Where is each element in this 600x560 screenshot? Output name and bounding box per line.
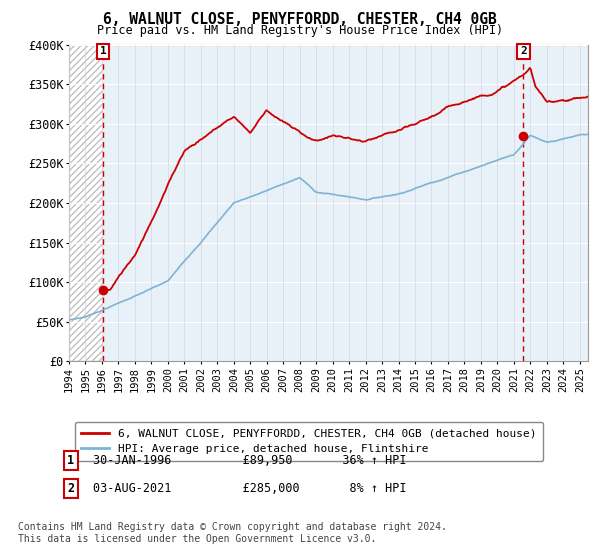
Text: Contains HM Land Registry data © Crown copyright and database right 2024.
This d: Contains HM Land Registry data © Crown c… xyxy=(18,522,447,544)
Text: Price paid vs. HM Land Registry's House Price Index (HPI): Price paid vs. HM Land Registry's House … xyxy=(97,24,503,36)
Text: 1: 1 xyxy=(67,454,74,467)
Text: 03-AUG-2021          £285,000       8% ↑ HPI: 03-AUG-2021 £285,000 8% ↑ HPI xyxy=(93,482,407,495)
Text: 1: 1 xyxy=(100,46,107,57)
Text: 2: 2 xyxy=(67,482,74,495)
Bar xyxy=(69,45,103,361)
Text: 2: 2 xyxy=(520,46,527,57)
Text: 6, WALNUT CLOSE, PENYFFORDD, CHESTER, CH4 0GB: 6, WALNUT CLOSE, PENYFFORDD, CHESTER, CH… xyxy=(103,12,497,27)
Bar xyxy=(69,45,103,361)
Legend: 6, WALNUT CLOSE, PENYFFORDD, CHESTER, CH4 0GB (detached house), HPI: Average pri: 6, WALNUT CLOSE, PENYFFORDD, CHESTER, CH… xyxy=(74,422,543,461)
Text: 30-JAN-1996          £89,950       36% ↑ HPI: 30-JAN-1996 £89,950 36% ↑ HPI xyxy=(93,454,407,467)
